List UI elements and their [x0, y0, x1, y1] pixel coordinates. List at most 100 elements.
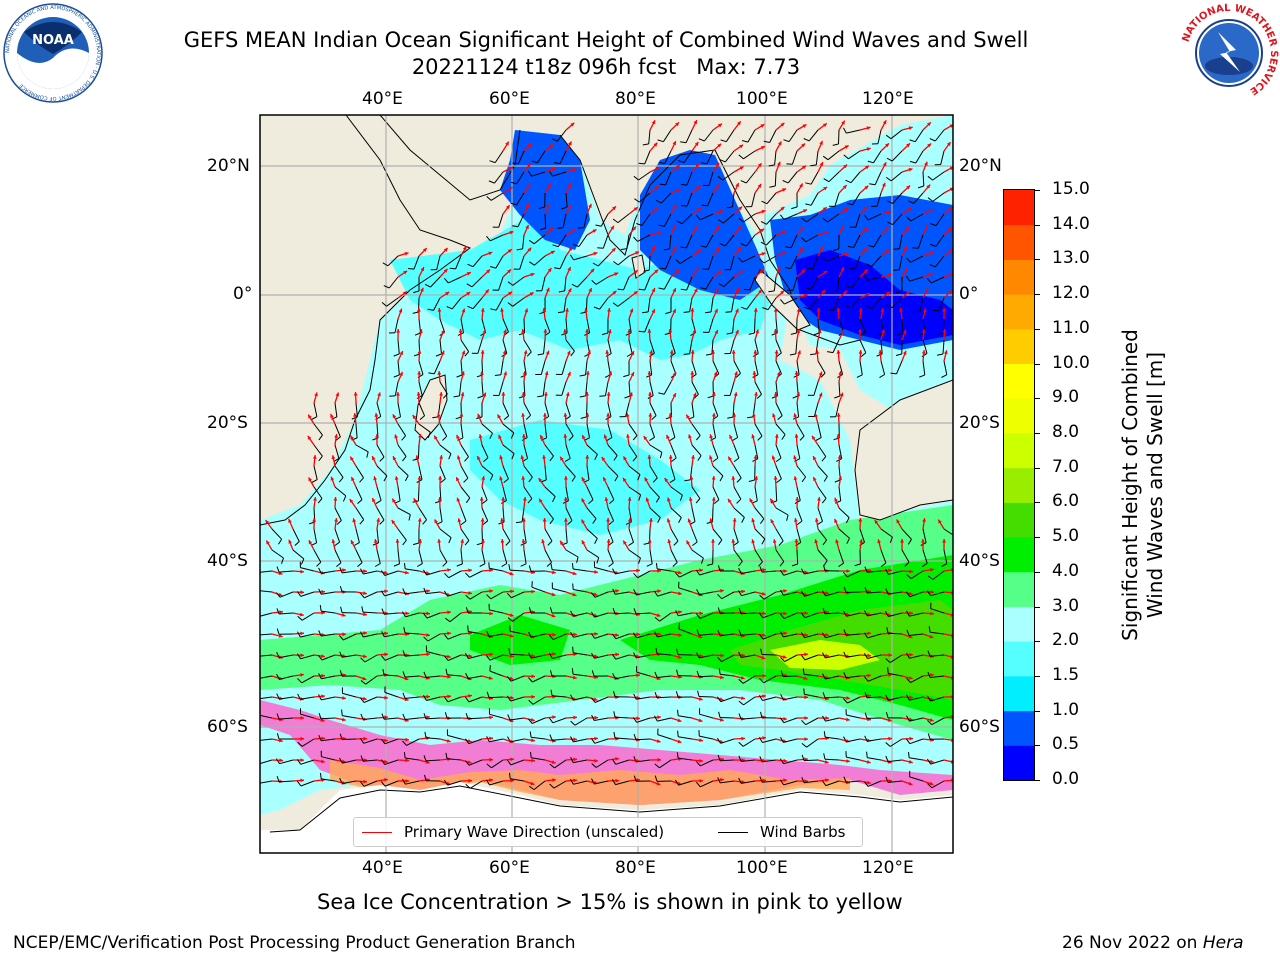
wave-arrow-head: [522, 371, 527, 375]
wave-arrow-head: [804, 695, 808, 700]
wind-barb-flag: [549, 783, 555, 789]
wave-arrow-head: [462, 246, 467, 251]
wind-barb: [439, 381, 448, 395]
wind-barb-flag: [380, 759, 386, 765]
wind-barb: [766, 213, 777, 225]
wind-barb-flag: [435, 500, 442, 504]
wave-direction-arrow: [565, 392, 570, 404]
wind-barb: [531, 171, 546, 177]
wind-barb: [481, 507, 489, 522]
wave-arrow-head: [718, 123, 722, 128]
wave-direction-arrow: [709, 434, 714, 446]
wave-arrow-head: [417, 518, 422, 522]
wind-barb: [647, 297, 651, 312]
wave-arrow-head: [900, 539, 904, 543]
colorbar-tick-mark: [1034, 571, 1040, 573]
wave-direction-arrow: [649, 518, 652, 530]
wave-direction-arrow: [397, 696, 409, 701]
wave-direction-arrow: [838, 370, 842, 383]
wave-arrow-head: [836, 350, 841, 354]
bottom-lon-label: 100°E: [736, 858, 788, 878]
wind-barb-flag: [518, 332, 525, 336]
wave-arrow-head: [594, 715, 598, 720]
wave-arrow-head: [762, 758, 766, 763]
wind-barb-flag: [529, 261, 535, 266]
wave-arrow-head: [948, 206, 953, 211]
wind-barb: [762, 759, 777, 763]
wind-barb: [544, 213, 547, 229]
wave-arrow-head: [608, 371, 613, 376]
wind-barb-flag: [570, 756, 574, 763]
wind-barb: [542, 381, 546, 396]
wave-band-0-5m-seas: [770, 195, 953, 350]
wave-arrow-head: [445, 291, 450, 296]
wave-arrow-head: [804, 611, 808, 615]
wind-barb-flag: [476, 416, 483, 420]
wave-direction-arrow: [817, 779, 829, 782]
wave-direction-arrow: [685, 414, 693, 425]
wave-arrow-head: [630, 351, 635, 356]
wind-barb: [848, 150, 861, 160]
wave-direction-arrow: [586, 350, 591, 362]
wave-direction-arrow: [523, 143, 533, 152]
wave-direction-arrow: [943, 654, 953, 658]
wave-arrow-head: [834, 497, 838, 502]
wave-direction-arrow: [649, 612, 661, 617]
wave-direction-arrow: [732, 539, 735, 551]
wind-barb: [838, 465, 841, 480]
wind-barb: [490, 192, 504, 201]
wind-barb-flag: [866, 751, 868, 758]
wind-barb-flag: [677, 709, 679, 716]
wave-direction-arrow: [376, 392, 381, 404]
wind-barb-flag: [813, 332, 820, 336]
wind-barb-flag: [929, 264, 936, 268]
wave-arrow-head: [819, 246, 824, 251]
wave-direction-arrow: [838, 266, 845, 278]
wave-arrow-head: [299, 696, 304, 701]
wind-barb: [573, 612, 588, 617]
wave-arrow-head: [821, 289, 826, 294]
wave-arrow-head: [588, 288, 592, 292]
wave-direction-arrow: [666, 434, 672, 446]
wave-direction-arrow: [565, 168, 577, 173]
wave-direction-arrow: [859, 247, 868, 257]
wind-barb: [796, 381, 799, 396]
wind-barb: [909, 776, 924, 782]
wave-direction-arrow: [754, 475, 758, 488]
wave-arrow-head: [426, 589, 430, 593]
wind-barb-flag: [680, 288, 687, 291]
wind-barb: [386, 297, 399, 307]
wind-barb-flag: [863, 653, 868, 659]
wind-barb-flag: [632, 717, 638, 723]
wave-direction-arrow: [838, 696, 850, 700]
wave-arrow-head: [498, 434, 502, 439]
wind-barb: [824, 612, 840, 615]
wind-barb: [460, 465, 469, 479]
wave-arrow-head: [636, 673, 640, 678]
wave-direction-arrow: [334, 569, 346, 572]
wind-barb-flag: [633, 236, 638, 242]
wave-direction-arrow: [691, 392, 697, 404]
wave-arrow-head: [838, 476, 843, 480]
wave-direction-arrow: [607, 391, 610, 404]
wind-barb: [832, 297, 840, 311]
wind-barb-flag: [408, 514, 411, 521]
wind-barb: [418, 402, 426, 417]
wave-arrow-head: [542, 518, 547, 522]
wave-arrow-head: [335, 392, 340, 397]
wind-barb-flag: [626, 353, 633, 357]
wave-direction-arrow: [649, 780, 661, 786]
wave-arrow-head: [951, 778, 953, 783]
wave-direction-arrow: [838, 252, 850, 257]
wave-arrow-head: [530, 781, 535, 786]
wind-barb: [775, 465, 782, 480]
wind-barb: [481, 381, 484, 397]
wind-barb-flag: [614, 475, 619, 482]
wave-direction-arrow: [607, 329, 612, 341]
colorbar-tick-label: 14.0: [1052, 213, 1090, 234]
wave-arrow-head: [615, 589, 619, 593]
wave-direction-arrow: [838, 454, 841, 467]
africa-coast: [260, 115, 472, 526]
wind-barb-flag: [864, 214, 869, 221]
wind-barb: [708, 318, 714, 333]
